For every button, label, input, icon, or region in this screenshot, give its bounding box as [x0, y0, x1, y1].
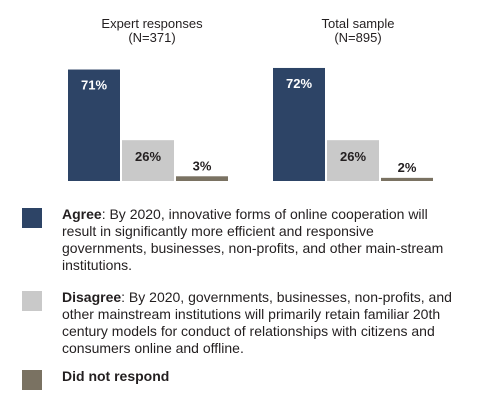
bar-chart: 71% 26% 3% 72% 26% 2%: [68, 67, 433, 181]
value-label-agree-panel-2: 72%: [286, 76, 312, 91]
panel-title-text: Expert responses: [101, 16, 203, 31]
panel-subtitle-text: (N=371): [128, 30, 176, 45]
bar-disagree-panel-2: [327, 140, 379, 181]
legend-item-no-response: Did not respond: [22, 368, 454, 390]
legend-term-disagree: Disagree: [62, 289, 122, 305]
legend-desc-agree: : By 2020, innovative forms of online co…: [62, 206, 444, 273]
panel-title-text: Total sample: [321, 16, 395, 31]
bar-agree-panel-2: [273, 67, 325, 181]
bar-agree-panel-1: [68, 69, 120, 181]
bar-no-response-panel-2: [381, 177, 433, 181]
legend-swatch-disagree: [22, 291, 42, 311]
panel-title-total: Total sample (N=895): [268, 17, 448, 45]
legend-text-no-response: Did not respond: [62, 368, 169, 385]
bar-no-response-panel-1: [176, 176, 228, 181]
legend-swatch-no-response: [22, 370, 42, 390]
bar-disagree-panel-1: [122, 140, 174, 181]
panel-title-expert: Expert responses (N=371): [62, 17, 242, 45]
panel-subtitle-text: (N=895): [334, 30, 382, 45]
legend-text-disagree: Disagree: By 2020, governments, business…: [62, 289, 454, 357]
legend-item-agree: Agree: By 2020, innovative forms of onli…: [22, 206, 454, 274]
value-label-no-response-panel-1: 3%: [193, 158, 212, 173]
value-label-disagree-panel-1: 26%: [135, 149, 161, 164]
legend-term-no-response: Did not respond: [62, 368, 170, 384]
legend-term-agree: Agree: [62, 206, 102, 222]
value-label-no-response-panel-2: 2%: [398, 160, 417, 175]
legend-item-disagree: Disagree: By 2020, governments, business…: [22, 289, 454, 357]
legend-swatch-agree: [22, 208, 42, 228]
legend-desc-disagree: : By 2020, governments, businesses, non-…: [62, 289, 452, 356]
legend-text-agree: Agree: By 2020, innovative forms of onli…: [62, 206, 454, 274]
value-label-agree-panel-1: 71%: [81, 78, 107, 93]
value-label-disagree-panel-2: 26%: [340, 149, 366, 164]
